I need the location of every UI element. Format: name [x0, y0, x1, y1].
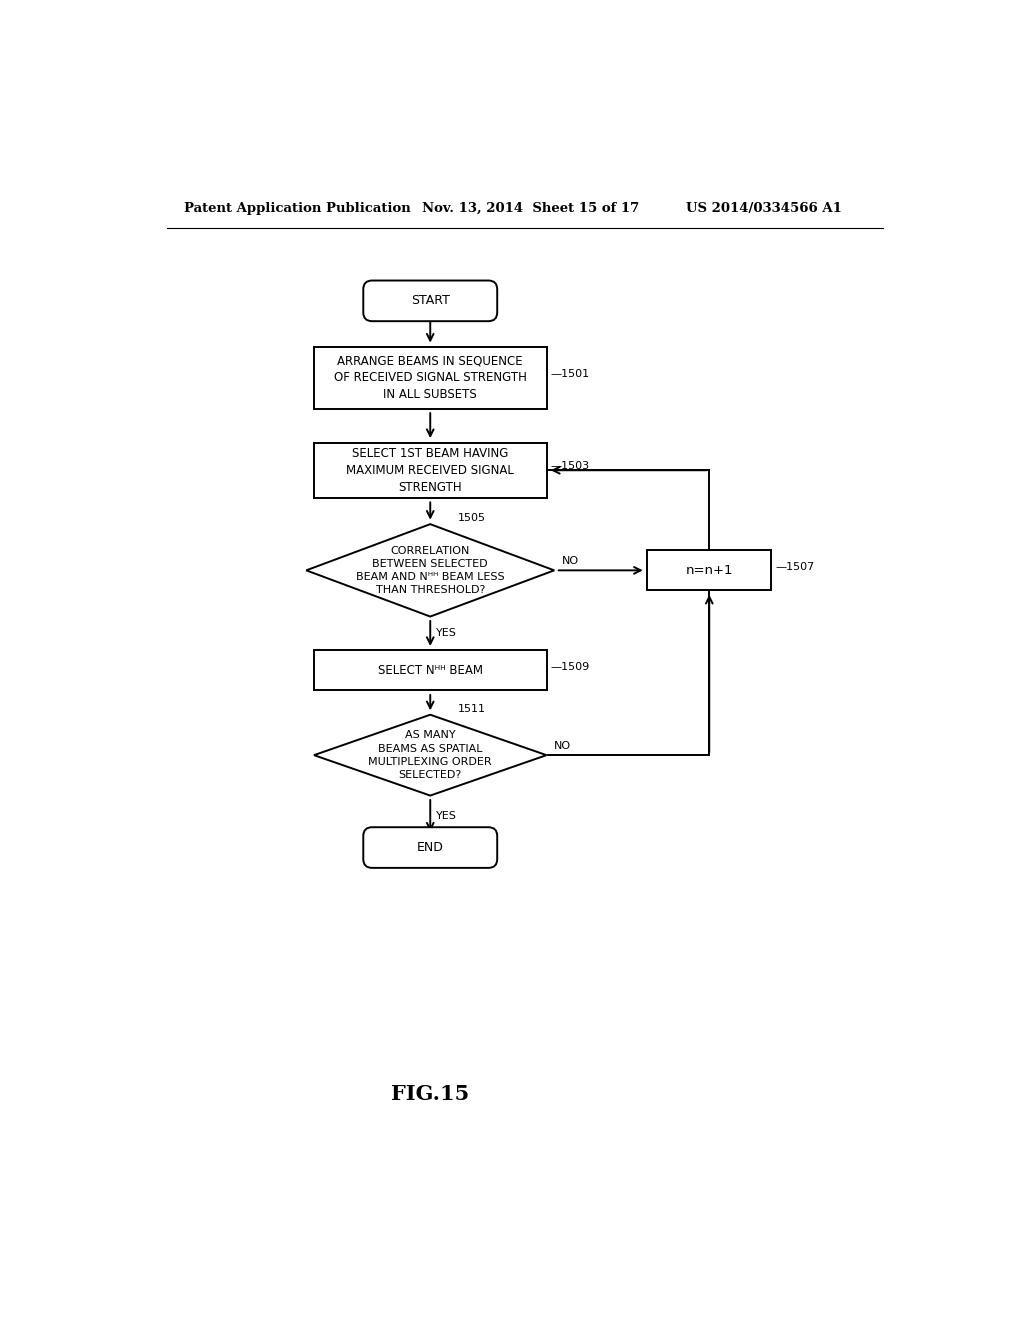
Text: FIG.15: FIG.15 — [391, 1084, 469, 1104]
Text: US 2014/0334566 A1: US 2014/0334566 A1 — [686, 202, 842, 215]
Bar — [314, 442, 547, 498]
FancyBboxPatch shape — [364, 281, 498, 321]
Text: SELECT Nᴴᴴ BEAM: SELECT Nᴴᴴ BEAM — [378, 664, 482, 677]
Text: Nov. 13, 2014  Sheet 15 of 17: Nov. 13, 2014 Sheet 15 of 17 — [423, 202, 640, 215]
Text: —1507: —1507 — [775, 561, 814, 572]
Text: NO: NO — [554, 741, 571, 751]
Bar — [314, 347, 547, 409]
FancyBboxPatch shape — [364, 828, 498, 867]
Polygon shape — [314, 714, 547, 796]
Text: SELECT 1ST BEAM HAVING
MAXIMUM RECEIVED SIGNAL
STRENGTH: SELECT 1ST BEAM HAVING MAXIMUM RECEIVED … — [346, 446, 514, 494]
Text: —1509: —1509 — [550, 661, 590, 672]
Text: ARRANGE BEAMS IN SEQUENCE
OF RECEIVED SIGNAL STRENGTH
IN ALL SUBSETS: ARRANGE BEAMS IN SEQUENCE OF RECEIVED SI… — [334, 354, 526, 401]
Text: n=n+1: n=n+1 — [685, 564, 733, 577]
Text: START: START — [411, 294, 450, 308]
Bar — [647, 550, 771, 590]
Text: AS MANY
BEAMS AS SPATIAL
MULTIPLEXING ORDER
SELECTED?: AS MANY BEAMS AS SPATIAL MULTIPLEXING OR… — [369, 730, 493, 780]
Text: Patent Application Publication: Patent Application Publication — [183, 202, 411, 215]
Text: —1501: —1501 — [550, 370, 590, 379]
Text: 1511: 1511 — [458, 704, 485, 714]
Text: NO: NO — [562, 556, 580, 566]
Text: —1503: —1503 — [550, 462, 590, 471]
Text: 1505: 1505 — [458, 513, 485, 523]
Text: YES: YES — [436, 628, 458, 639]
Text: END: END — [417, 841, 443, 854]
Polygon shape — [306, 524, 554, 616]
Text: CORRELATION
BETWEEN SELECTED
BEAM AND Nᴴᴴ BEAM LESS
THAN THRESHOLD?: CORRELATION BETWEEN SELECTED BEAM AND Nᴴ… — [356, 545, 505, 595]
Text: YES: YES — [436, 810, 458, 821]
Bar — [314, 651, 547, 690]
